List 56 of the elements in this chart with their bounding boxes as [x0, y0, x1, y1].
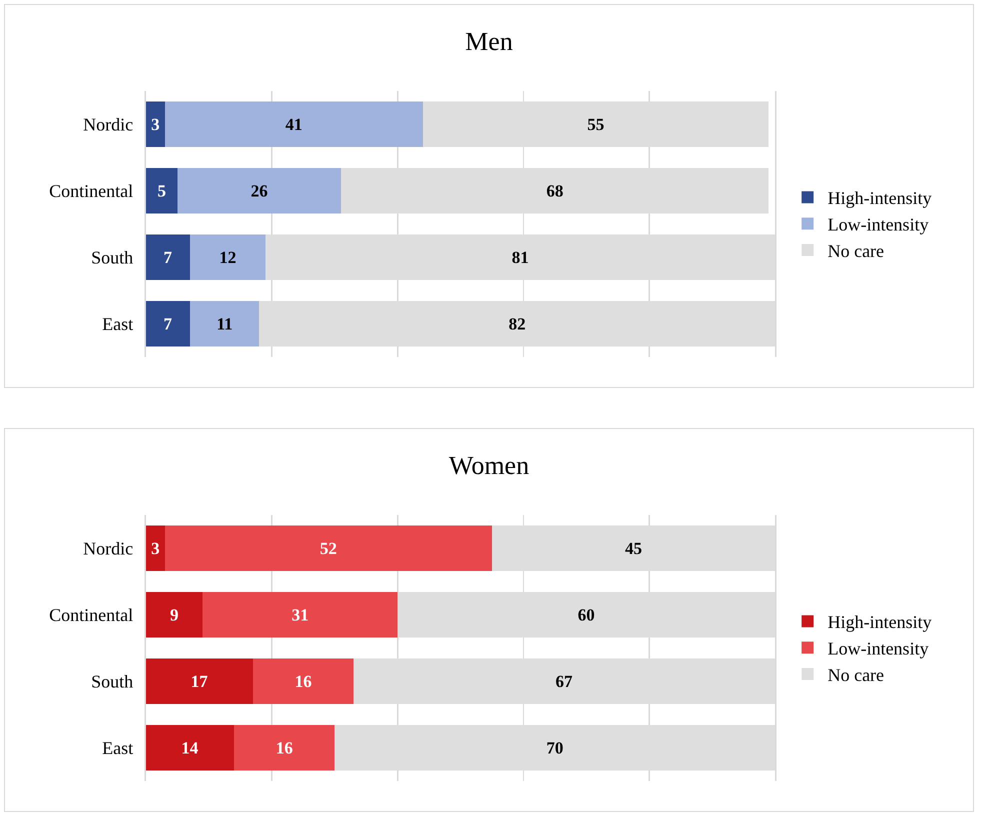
bar — [146, 725, 234, 770]
data-label: 3 — [151, 538, 160, 558]
y-tick-label: East — [102, 314, 134, 334]
y-tick-label: East — [102, 738, 134, 758]
bar — [252, 658, 354, 704]
bar — [234, 725, 335, 770]
bar — [146, 301, 190, 346]
legend-label: High-intensity — [828, 612, 932, 632]
data-label: 60 — [578, 605, 595, 624]
bar — [146, 168, 178, 214]
legend-label: Low-intensity — [828, 214, 929, 235]
bar — [146, 658, 253, 704]
y-tick-label: Nordic — [83, 538, 134, 559]
data-label: 9 — [170, 605, 179, 624]
data-label: 70 — [546, 738, 564, 758]
data-label: 5 — [157, 181, 166, 200]
data-label: 17 — [190, 672, 208, 691]
bar — [164, 102, 423, 147]
data-label: 41 — [285, 114, 302, 134]
bar — [146, 234, 190, 280]
bar — [164, 526, 492, 571]
data-label: 3 — [151, 114, 160, 134]
chart-title: Women — [448, 450, 530, 480]
bar — [146, 526, 165, 571]
data-label: 7 — [164, 314, 173, 334]
legend-label: No care — [828, 241, 884, 262]
bar — [146, 592, 203, 638]
bar — [177, 168, 341, 214]
data-label: 11 — [216, 314, 233, 334]
bar — [202, 592, 398, 638]
data-label: 16 — [276, 738, 293, 758]
data-label: 81 — [512, 248, 529, 267]
data-label: 82 — [508, 314, 526, 334]
data-label: 68 — [546, 181, 564, 200]
data-label: 45 — [624, 538, 642, 558]
data-label: 55 — [587, 114, 604, 134]
y-tick-label: South — [91, 672, 134, 692]
data-label: 16 — [294, 672, 312, 691]
data-label: 26 — [250, 181, 268, 200]
data-label: 7 — [164, 248, 173, 267]
legend-label: No care — [828, 665, 884, 686]
legend-label: High-intensity — [828, 188, 932, 208]
y-tick-label: Nordic — [83, 114, 134, 135]
data-label: 31 — [292, 605, 309, 624]
bar — [146, 102, 165, 147]
data-label: 14 — [181, 738, 199, 758]
y-tick-label: Continental — [49, 181, 134, 202]
data-label: 52 — [320, 538, 337, 558]
data-label: 67 — [556, 672, 574, 691]
legend-label: Low-intensity — [828, 638, 929, 659]
chart-title: Men — [465, 26, 513, 56]
y-tick-label: South — [91, 248, 134, 268]
bar — [190, 301, 260, 346]
data-label: 12 — [219, 248, 236, 267]
y-tick-label: Continental — [49, 605, 134, 626]
bar — [190, 234, 266, 280]
